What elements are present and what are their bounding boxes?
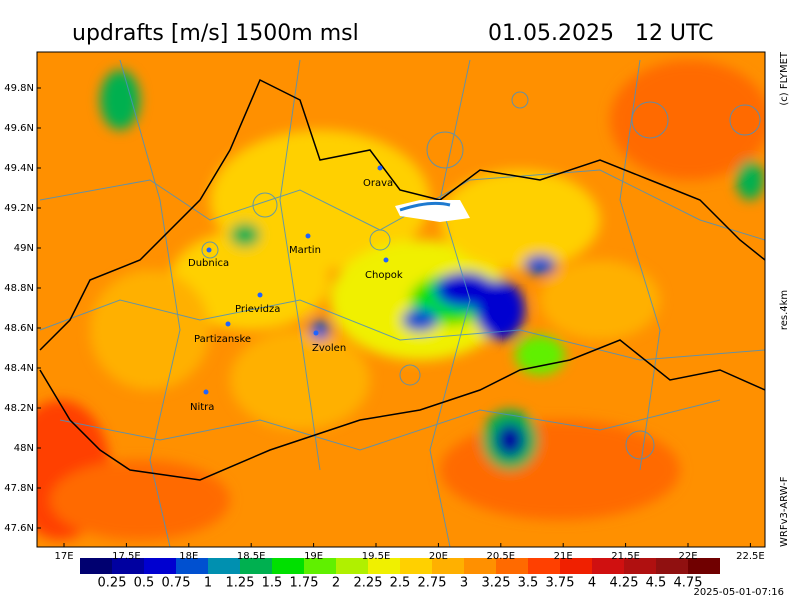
lat-label: 49.8N: [4, 83, 34, 94]
lat-label: 48.4N: [4, 363, 34, 374]
colorbar-box: [560, 558, 592, 574]
colorbar-label: 1: [204, 576, 212, 591]
lat-label: 49.2N: [4, 203, 34, 214]
field: [37, 52, 765, 547]
colorbar-label: 4.25: [610, 576, 639, 591]
colorbar-box: [272, 558, 304, 574]
colorbar-box: [496, 558, 528, 574]
place-dot: [383, 257, 389, 263]
lon-label: 21E: [554, 551, 573, 562]
lon-label: 18E: [179, 551, 198, 562]
place-name: Nitra: [190, 402, 214, 413]
colorbar-label: 2.25: [354, 576, 383, 591]
colorbar-box: [176, 558, 208, 574]
lon-label: 19E: [304, 551, 323, 562]
place-name: Partizanske: [194, 334, 251, 345]
timestamp: 2025-05-01-07:16: [693, 587, 784, 598]
place-dot: [313, 330, 319, 336]
lat-label: 47.8N: [4, 483, 34, 494]
lat-label: 48.2N: [4, 403, 34, 414]
colorbar-label: 2: [332, 576, 340, 591]
border-north: [39, 78, 765, 351]
copyright: (c) FLYMET: [779, 51, 790, 106]
map-frame: [36, 51, 766, 548]
colorbar-box: [112, 558, 144, 574]
colorbar-box: [400, 558, 432, 574]
colorbar-label: 4: [588, 576, 596, 591]
place-name: Dubnica: [188, 258, 229, 269]
lon-label: 17.5E: [112, 551, 141, 562]
colorbar-box: [592, 558, 624, 574]
colorbar-label: 2.5: [390, 576, 411, 591]
lon-label: 17E: [54, 551, 73, 562]
place-dot: [225, 321, 231, 327]
lat-label: 49.6N: [4, 123, 34, 134]
colorbar-label: 3.25: [482, 576, 511, 591]
colorbar-box: [240, 558, 272, 574]
field-blobs: [37, 60, 765, 540]
lat-label: 48.8N: [4, 283, 34, 294]
place-dot: [206, 247, 212, 253]
colorbar-box: [688, 558, 720, 574]
map-title: updrafts [m/s] 1500m msl: [72, 21, 359, 46]
lon-label: 19.5E: [362, 551, 391, 562]
colorbar-label: 4.75: [674, 576, 703, 591]
colorbar-box: [80, 558, 112, 574]
lon-label: 22E: [678, 551, 697, 562]
colorbar-label: 1.5: [262, 576, 283, 591]
colorbar-label: 0.75: [162, 576, 191, 591]
lat-label: 48.6N: [4, 323, 34, 334]
lon-label: 21.5E: [611, 551, 640, 562]
resolution: res.4km: [779, 290, 790, 330]
colorbar-box: [336, 558, 368, 574]
colorbar-label: 1.75: [290, 576, 319, 591]
colorbar-label: 1.25: [226, 576, 255, 591]
place-name: Chopok: [365, 270, 403, 281]
colorbar-label: 2.75: [418, 576, 447, 591]
colorbar-box: [464, 558, 496, 574]
lon-label: 20.5E: [487, 551, 516, 562]
colorbar-box: [624, 558, 656, 574]
place-dot: [257, 292, 263, 298]
colorbar-label: 3: [460, 576, 468, 591]
airspace-lines: [39, 59, 765, 547]
colorbar-box: [656, 558, 688, 574]
colorbar-label: 0.25: [98, 576, 127, 591]
lat-label: 48N: [14, 443, 34, 454]
place-name: Zvolen: [312, 343, 346, 354]
colorbar-label: 3.75: [546, 576, 575, 591]
model-name: WRFv3-ARW-F: [779, 476, 790, 547]
colorbar-box: [368, 558, 400, 574]
lon-label: 18.5E: [237, 551, 266, 562]
lat-label: 47.6N: [4, 523, 34, 534]
border-south: [39, 339, 765, 481]
lon-label: 20E: [429, 551, 448, 562]
lat-label: 49N: [14, 243, 34, 254]
place-name: Orava: [363, 178, 393, 189]
lon-label: 22.5E: [736, 551, 765, 562]
colorbar-box: [432, 558, 464, 574]
colorbar-box: [304, 558, 336, 574]
reservoir: [399, 201, 451, 212]
place-name: Prievidza: [235, 304, 280, 315]
lat-label: 49.4N: [4, 163, 34, 174]
colorbar-box: [208, 558, 240, 574]
colorbar-label: 4.5: [646, 576, 667, 591]
map-time: 01.05.2025 12 UTC: [488, 21, 714, 46]
colorbar: 0.25 0.5 0.75 1 1.25 1.5 1.75 2 2.25 2.5 2.75 3 3.25…: [80, 558, 720, 591]
colorbar-box: [144, 558, 176, 574]
place-dot: [377, 165, 383, 171]
place-dot: [305, 233, 311, 239]
place-name: Martin: [289, 245, 321, 256]
place-dot: [203, 389, 209, 395]
colorbar-box: [528, 558, 560, 574]
colorbar-label: 3.5: [518, 576, 539, 591]
colorbar-label: 0.5: [134, 576, 155, 591]
